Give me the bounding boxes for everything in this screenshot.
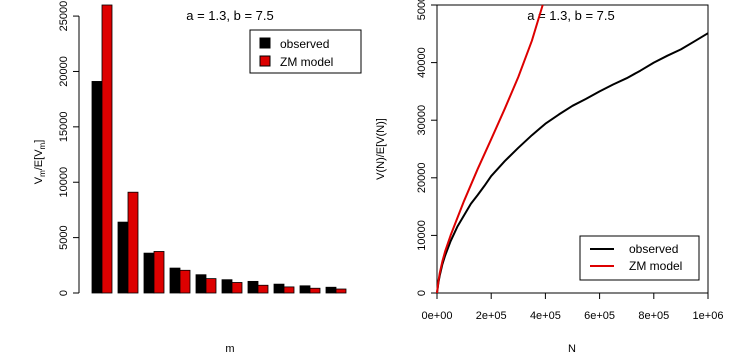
line-x-axis-label: N [568, 343, 576, 355]
bar-y-axis: 0 5000 10000 15000 20000 25000 [58, 1, 80, 296]
line-x-tick-label: 6e+05 [584, 310, 615, 322]
bar-zm-model [309, 287, 321, 294]
line-x-tick-label: 0e+00 [422, 310, 453, 322]
line-x-tick-label: 1e+06 [693, 310, 724, 322]
bar-observed [169, 267, 181, 294]
line-y-tick-label: 50000 [416, 0, 428, 20]
bar-y-tick-label: 20000 [58, 56, 70, 87]
bar-zm-model [127, 191, 139, 294]
bar-zm-model [101, 4, 113, 294]
bar-x-axis-label: m [225, 343, 234, 355]
bar-zm-model [179, 269, 191, 294]
bar-zm-model [283, 286, 295, 294]
bar-observed [325, 286, 337, 294]
line-y-axis-label: V(N)/E[V(N)] [375, 118, 387, 180]
line-chart-panel: a = 1.3, b = 7.5 0e+00 2e+05 4e+05 6e+05 8e+… [375, 0, 723, 355]
line-legend: observed ZM model [579, 235, 700, 281]
bar-zm-model [257, 284, 269, 294]
bar-y-axis-label: Vm/E[Vm] [33, 140, 47, 185]
bar-observed [195, 274, 207, 294]
line-axes: 0e+00 2e+05 4e+05 6e+05 8e+05 1e+06 0 10000 2000… [416, 0, 723, 322]
line-x-tick-label: 2e+05 [476, 310, 507, 322]
line-x-tick-label: 4e+05 [530, 310, 561, 322]
bar-legend-label-observed: observed [280, 37, 329, 51]
bar-zm-model [205, 278, 217, 294]
line-y-tick-label: 40000 [416, 47, 428, 78]
line-plot-frame [436, 4, 709, 294]
line-y-tick-label: 20000 [416, 163, 428, 194]
bar-legend-swatch-observed [259, 37, 271, 49]
bar-zm-model [231, 282, 243, 294]
bar-chart-title: a = 1.3, b = 7.5 [186, 8, 273, 23]
line-y-tick-label: 0 [416, 290, 428, 296]
bar-observed [221, 279, 233, 294]
bar-y-tick-label: 0 [58, 290, 70, 296]
bar-legend: observed ZM model [249, 29, 362, 74]
line-legend-label-observed: observed [629, 242, 678, 256]
bar-y-tick-label: 5000 [58, 225, 70, 249]
bar-legend-label-zm: ZM model [280, 55, 333, 69]
bar-y-tick-label: 15000 [58, 112, 70, 143]
bar-zm-model [153, 251, 165, 294]
line-legend-label-zm: ZM model [629, 259, 682, 273]
bar-observed [299, 285, 311, 294]
bar-y-tick-label: 25000 [58, 1, 70, 32]
bar-observed [247, 280, 259, 294]
line-series-observed [436, 32, 709, 294]
bar-observed [91, 81, 103, 294]
bar-legend-swatch-zm [259, 55, 271, 67]
line-y-tick-label: 30000 [416, 105, 428, 136]
bar-observed [273, 283, 285, 294]
line-series-zm-model [436, 4, 544, 294]
bar-zm-model [335, 288, 347, 294]
bar-y-tick-label: 10000 [58, 167, 70, 198]
bar-observed [117, 221, 129, 294]
bar-marks [91, 4, 347, 294]
line-legend-box [579, 235, 700, 281]
line-x-tick-label: 8e+05 [638, 310, 669, 322]
bar-observed [143, 252, 155, 294]
line-marks [436, 4, 709, 294]
line-y-tick-label: 10000 [416, 220, 428, 251]
bar-chart-panel: a = 1.3, b = 7.5 0 5000 10000 15000 20000 250… [33, 1, 362, 355]
line-chart-title: a = 1.3, b = 7.5 [527, 8, 614, 23]
